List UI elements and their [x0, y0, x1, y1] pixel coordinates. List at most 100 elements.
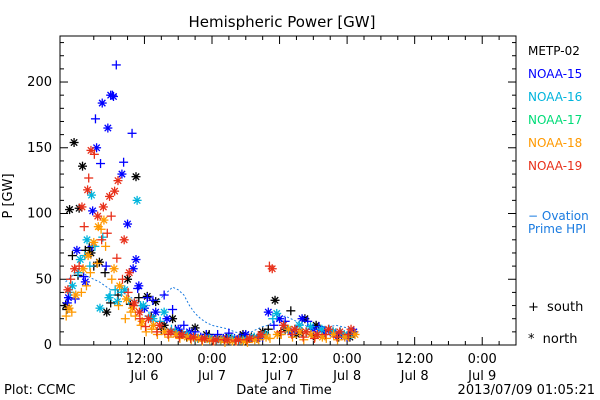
- north-point: [278, 320, 288, 330]
- north-point: [151, 297, 161, 307]
- north-point: [94, 257, 104, 267]
- y-tick-label: 200: [27, 75, 52, 90]
- south-point: [168, 304, 178, 314]
- x-tick-time-label: 12:00: [396, 352, 433, 367]
- y-tick-label: 150: [27, 141, 52, 156]
- north-point: [95, 303, 105, 313]
- chart-title: Hemispheric Power [GW]: [189, 13, 376, 31]
- south-point: [141, 322, 151, 332]
- x-tick-time-label: 0:00: [333, 352, 362, 367]
- north-point: [64, 303, 74, 313]
- north-point: [77, 202, 87, 212]
- y-tick-label: 100: [27, 207, 52, 222]
- north-point: [270, 295, 280, 305]
- south-point: [81, 281, 91, 291]
- north-marker-legend: * north: [528, 332, 578, 347]
- north-point: [121, 294, 131, 304]
- x-tick-date-label: Jul 8: [332, 369, 361, 384]
- north-point: [86, 145, 96, 155]
- north-point: [297, 314, 307, 324]
- south-point: [85, 268, 95, 278]
- x-tick-date-label: Jul 7: [197, 369, 226, 384]
- south-point: [152, 327, 162, 337]
- north-point: [108, 91, 118, 101]
- y-axis-label: P [GW]: [1, 173, 16, 218]
- legend-entry: NOAA-16: [528, 90, 582, 104]
- south-point: [107, 274, 117, 284]
- south-marker-legend: + south: [528, 300, 583, 315]
- legend-entry: NOAA-17: [528, 113, 582, 127]
- north-point: [233, 335, 243, 345]
- north-point: [102, 307, 112, 317]
- x-tick-time-label: 0:00: [468, 352, 497, 367]
- south-point: [66, 274, 76, 284]
- north-point: [82, 235, 92, 245]
- north-point: [211, 335, 221, 345]
- x-tick-time-label: 12:00: [261, 352, 298, 367]
- south-point: [110, 285, 120, 295]
- north-point: [80, 277, 90, 287]
- south-point: [84, 173, 94, 183]
- x-tick-date-label: Jul 9: [467, 369, 496, 384]
- north-point: [306, 322, 316, 332]
- north-point: [109, 264, 119, 274]
- x-tick-time-label: 12:00: [126, 352, 163, 367]
- scatter-points: [61, 60, 360, 347]
- north-point: [290, 324, 300, 334]
- x-tick-time-label: 0:00: [197, 352, 226, 367]
- south-point: [148, 295, 158, 305]
- south-point: [130, 311, 140, 321]
- legend-entry: NOAA-18: [528, 136, 582, 150]
- north-point: [222, 335, 232, 345]
- x-axis: 12:00 Jul 6 0:00 Jul 7 12:00 Jul 7 0:00 Jul 8 12…: [59, 36, 517, 384]
- north-point: [70, 264, 80, 274]
- north-point: [117, 169, 127, 179]
- north-point: [115, 281, 125, 291]
- north-point: [93, 211, 103, 221]
- north-point: [71, 290, 81, 300]
- south-point: [101, 241, 111, 251]
- south-point: [269, 320, 279, 330]
- y-tick-label: 50: [35, 272, 52, 287]
- north-point: [78, 161, 88, 171]
- footer-left-credit: Plot: CCMC: [4, 383, 75, 398]
- north-point: [112, 297, 122, 307]
- south-point: [120, 314, 130, 324]
- south-point: [114, 301, 124, 311]
- south-point: [79, 222, 89, 232]
- north-point: [69, 138, 79, 148]
- north-point: [162, 314, 172, 324]
- north-point: [72, 245, 82, 255]
- north-point: [119, 235, 129, 245]
- north-point: [245, 333, 255, 343]
- north-point: [93, 222, 103, 232]
- legend-entry: NOAA-15: [528, 67, 582, 81]
- south-point: [74, 261, 84, 271]
- south-point: [97, 235, 107, 245]
- north-point: [143, 314, 153, 324]
- north-point: [75, 255, 85, 265]
- north-point: [168, 314, 178, 324]
- legend-entry: METP-02: [528, 44, 580, 58]
- south-point: [159, 290, 169, 300]
- south-point: [96, 159, 106, 169]
- south-point: [123, 287, 133, 297]
- south-point: [90, 114, 100, 124]
- north-point: [110, 186, 120, 196]
- north-point: [123, 219, 133, 229]
- north-point: [83, 251, 93, 261]
- south-point: [179, 320, 189, 330]
- north-point: [129, 298, 139, 308]
- north-point: [301, 327, 311, 337]
- north-point: [99, 215, 109, 225]
- north-point: [124, 268, 134, 278]
- north-point: [155, 320, 165, 330]
- north-point: [63, 285, 73, 295]
- south-point: [276, 327, 286, 337]
- south-point: [142, 293, 152, 303]
- north-point: [65, 205, 75, 215]
- plot-area: [59, 35, 517, 346]
- south-point: [112, 253, 122, 263]
- north-point: [200, 333, 210, 343]
